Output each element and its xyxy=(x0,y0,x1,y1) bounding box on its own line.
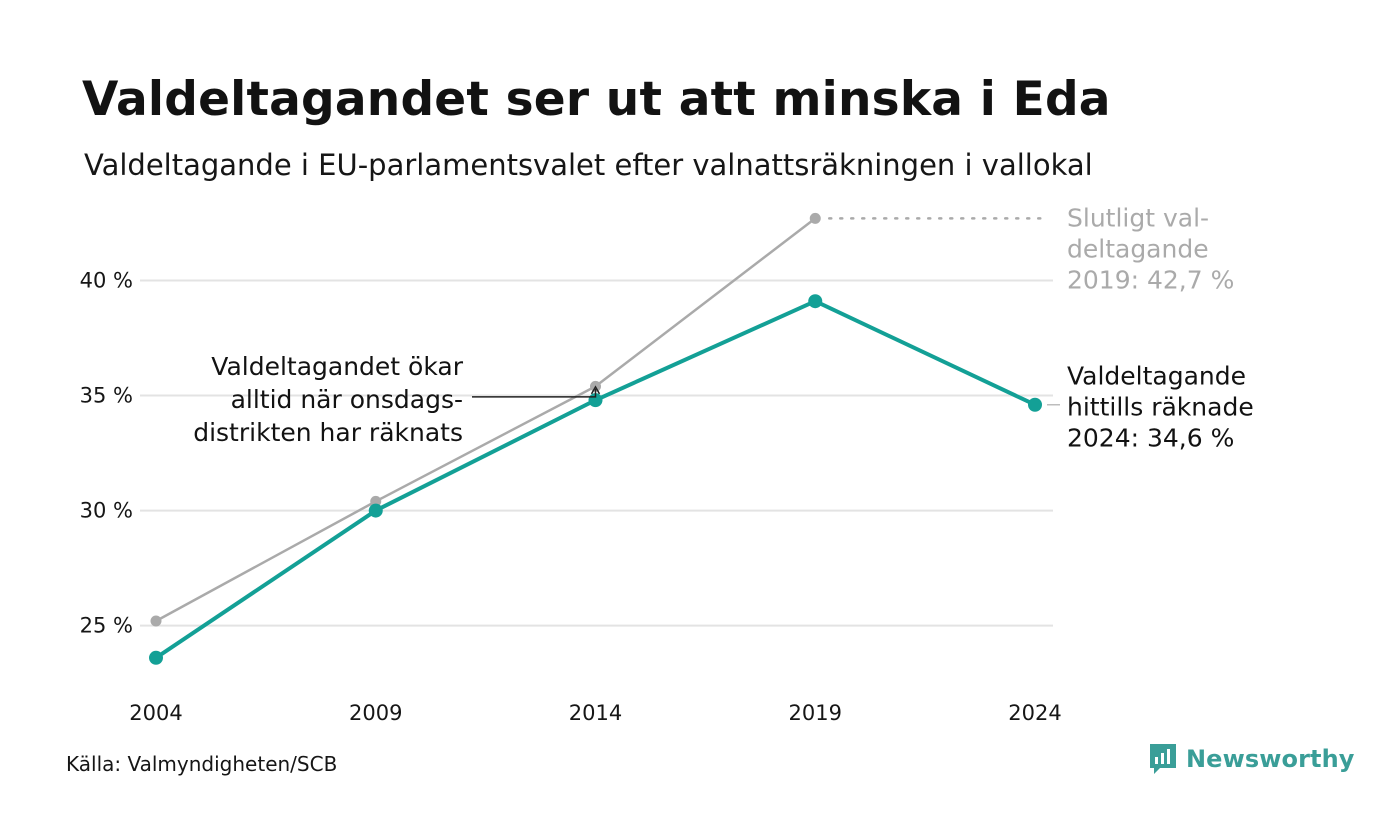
source-note: Källa: Valmyndigheten/SCB xyxy=(66,752,338,776)
point-final-2004 xyxy=(150,615,162,627)
x-tick-label-2004: 2004 xyxy=(129,701,182,725)
annotation-note-line-2: distrikten har räknats xyxy=(193,418,463,447)
point-counted-2004 xyxy=(149,650,163,665)
annotation-final-line-2: 2019: 42,7 % xyxy=(1067,265,1234,294)
point-counted-2024 xyxy=(1028,397,1042,412)
annotation-final-line-0: Slutligt val- xyxy=(1067,203,1209,232)
newsworthy-logo-icon xyxy=(1150,744,1176,774)
x-tick-label-2024: 2024 xyxy=(1008,701,1061,725)
point-counted-2009 xyxy=(368,503,383,518)
annotation-counted-line-0: Valdeltagande xyxy=(1067,362,1246,391)
y-tick-label-30: 30 % xyxy=(80,499,133,523)
chart-subtitle: Valdeltagande i EU-parlamentsvalet efter… xyxy=(84,148,1093,182)
chart-title: Valdeltagandet ser ut att minska i Eda xyxy=(82,72,1111,127)
point-counted-2019 xyxy=(808,294,823,309)
annotation-note-arrowhead xyxy=(590,385,601,395)
y-tick-label-40: 40 % xyxy=(80,269,133,293)
annotation-layer: Slutligt val-deltagande 2019: 42,7 % Valde… xyxy=(193,203,1253,452)
x-tick-label-2009: 2009 xyxy=(349,701,402,725)
annotation-final-line-1: deltagande xyxy=(1067,234,1209,263)
annotation-note-line-1: alltid när onsdags- xyxy=(231,385,463,414)
annotation-counted-line-1: hittills räknade xyxy=(1067,393,1254,422)
axis-layer: 25 % 30 % 35 % 40 % 2004 2009 2014 2019 2024 xyxy=(80,269,1062,725)
grid-layer xyxy=(140,279,1053,627)
series-final-line xyxy=(155,217,817,623)
annotation-counted-line-2: 2024: 34,6 % xyxy=(1067,424,1234,453)
point-final-2019 xyxy=(809,212,821,224)
x-tick-label-2014: 2014 xyxy=(569,701,622,725)
annotation-note: Valdeltagandet ökar alltid när onsdags-di… xyxy=(193,352,463,447)
point-final-2009 xyxy=(370,495,382,507)
newsworthy-logo-text: Newsworthy xyxy=(1186,745,1355,773)
y-tick-label-25: 25 % xyxy=(80,614,133,638)
newsworthy-logo: Newsworthy xyxy=(1148,742,1355,776)
annotation-final-turnout: Slutligt val-deltagande 2019: 42,7 % xyxy=(1067,203,1234,294)
y-tick-label-35: 35 % xyxy=(80,384,133,408)
annotation-counted-turnout: Valdeltagande hittills räknade 2024: 34,6 … xyxy=(1067,362,1254,453)
annotation-note-arrow xyxy=(472,388,597,398)
x-tick-label-2019: 2019 xyxy=(789,701,842,725)
annotation-note-line-0: Valdeltagandet ökar xyxy=(211,352,463,381)
